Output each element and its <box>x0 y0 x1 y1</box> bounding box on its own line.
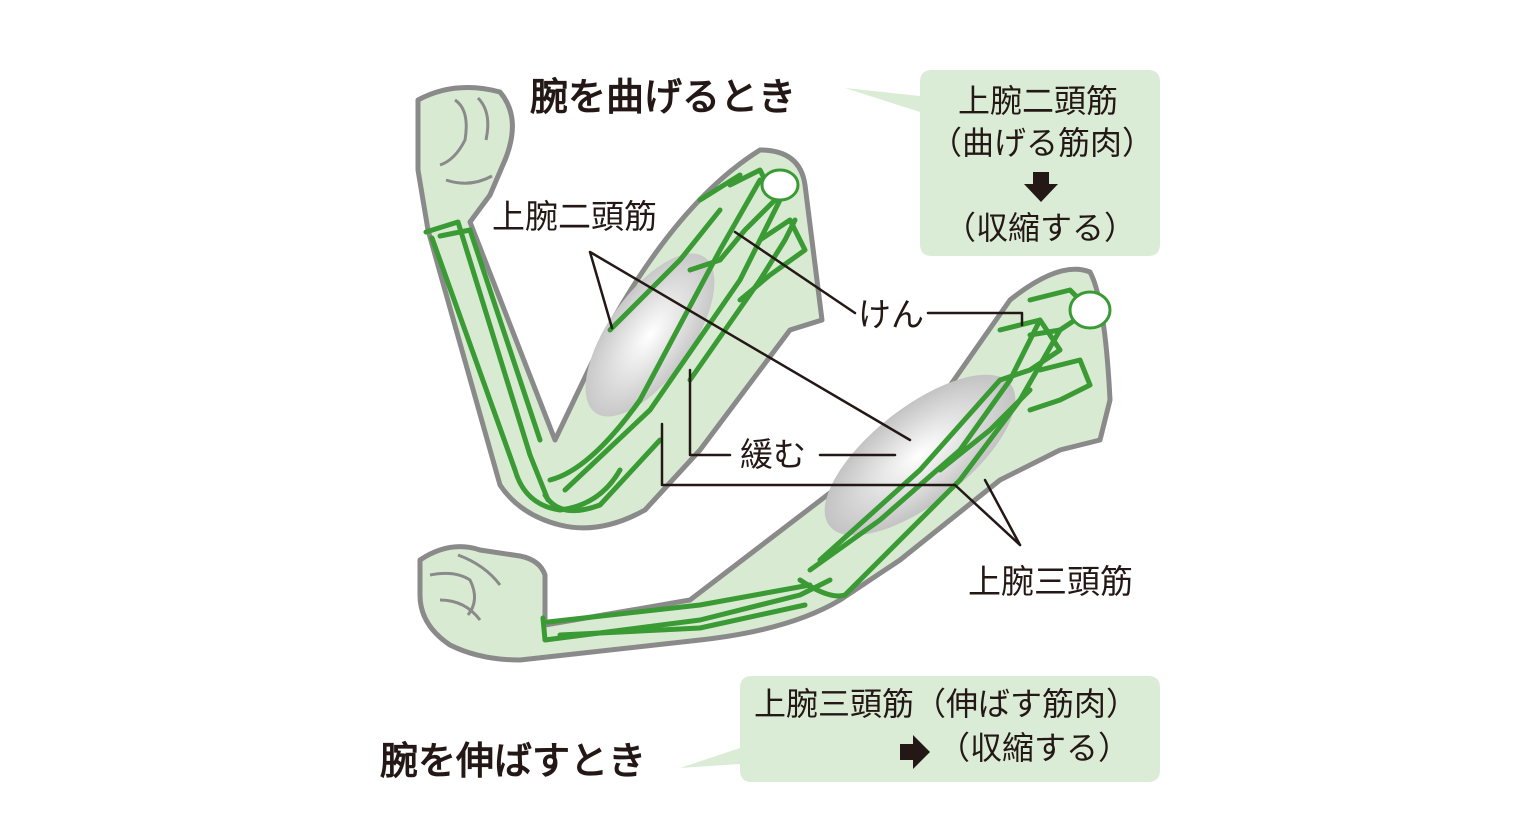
triceps-leader-line <box>983 478 1022 547</box>
flexed-arm <box>415 85 825 531</box>
extending-title: 腕を伸ばすとき <box>380 739 647 783</box>
biceps-label: 上腕二頭筋 <box>492 197 657 236</box>
extending-callout-line1: 上腕三頭筋（伸ばす筋肉） <box>754 685 1139 723</box>
extending-callout-box <box>680 676 1160 782</box>
relaxes-leader-line <box>660 368 1022 547</box>
relaxes-label: 緩む <box>740 435 806 474</box>
arrow-right-icon <box>900 735 930 769</box>
extending-callout-line2: （収縮する） <box>938 729 1131 767</box>
extended-arm <box>417 266 1113 663</box>
biceps-leader-line <box>588 250 912 442</box>
tendon-leader-line <box>733 230 1024 327</box>
flexing-callout-line3: （収縮する） <box>944 209 1137 247</box>
triceps-label: 上腕三頭筋 <box>968 562 1133 601</box>
flexing-callout-box <box>845 70 1160 256</box>
flexing-callout-line1: 上腕二頭筋 <box>958 82 1119 120</box>
tendon-label: けん <box>858 295 924 334</box>
flexing-title: 腕を曲げるとき <box>530 75 797 119</box>
arrow-down-icon <box>1024 172 1058 202</box>
flexing-callout-line2: （曲げる筋肉） <box>930 124 1155 162</box>
